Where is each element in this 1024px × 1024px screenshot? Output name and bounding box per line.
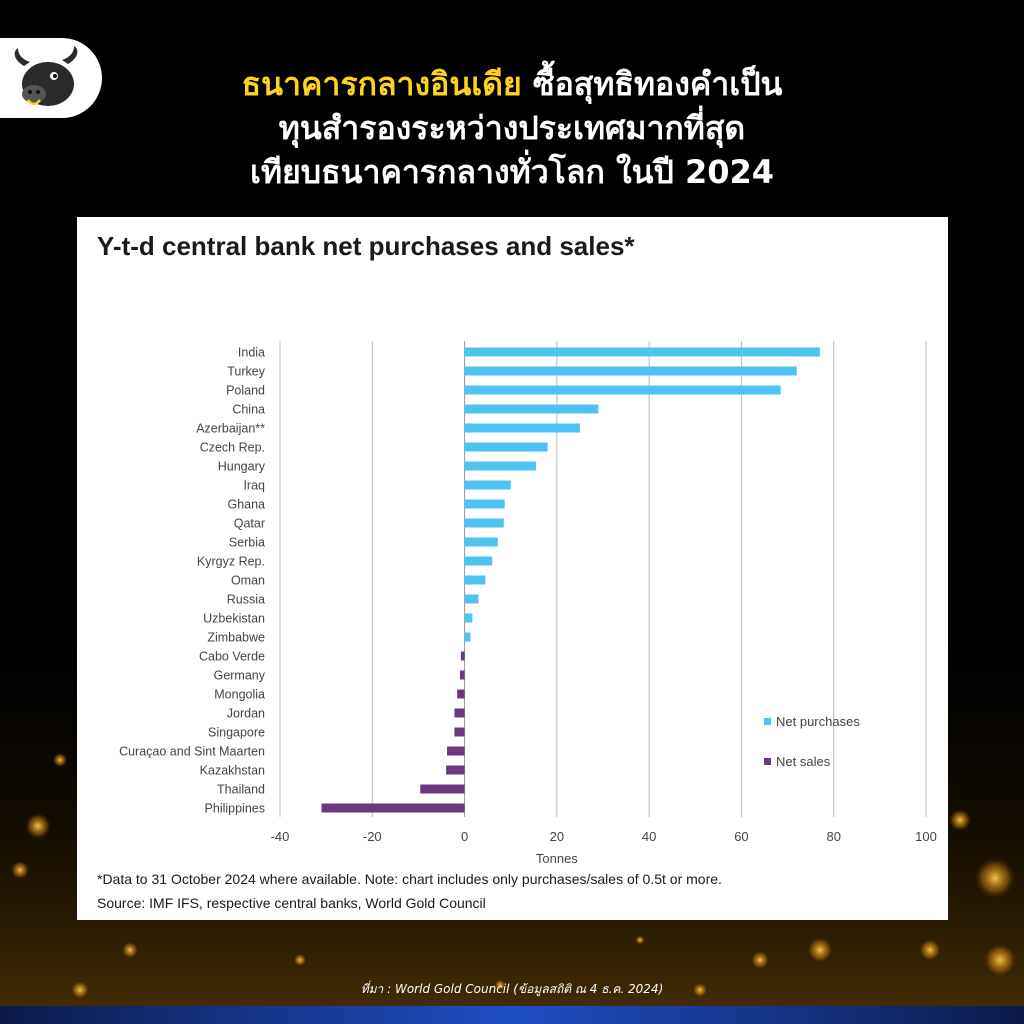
- category-label: Poland: [226, 384, 265, 398]
- bar: [459, 670, 465, 680]
- category-label: Russia: [227, 593, 265, 607]
- x-tick-label: 0: [461, 829, 468, 844]
- category-label: Philippines: [205, 802, 265, 816]
- x-axis-label: Tonnes: [536, 851, 578, 866]
- category-label: India: [238, 346, 265, 360]
- x-tick-label: 40: [642, 829, 656, 844]
- category-label: Azerbaijan**: [196, 422, 265, 436]
- x-tick-label: 100: [915, 829, 937, 844]
- bar: [464, 404, 599, 414]
- category-label: Kazakhstan: [200, 764, 265, 778]
- category-label: Qatar: [234, 517, 265, 531]
- bar: [447, 746, 465, 756]
- bar: [464, 461, 537, 471]
- category-label: Curaçao and Sint Maarten: [119, 745, 265, 759]
- x-tick-label: -20: [363, 829, 382, 844]
- bar: [454, 727, 465, 737]
- category-label: Singapore: [208, 726, 265, 740]
- category-label: Ghana: [227, 498, 265, 512]
- x-tick-label: 80: [826, 829, 840, 844]
- bar: [464, 499, 505, 509]
- bar: [464, 423, 580, 433]
- chart-footnote: *Data to 31 October 2024 where available…: [97, 871, 722, 887]
- headline-line-1: ธนาคารกลางอินเดีย ซื้อสุทธิทองคำเป็น: [150, 62, 874, 106]
- bottom-bar: [0, 1006, 1024, 1024]
- bar: [464, 518, 504, 528]
- headline-line-3: เทียบธนาคารกลางทั่วโลก ในปี 2024: [250, 153, 774, 191]
- bar: [454, 708, 465, 718]
- category-label: Germany: [214, 669, 266, 683]
- bar: [464, 385, 781, 395]
- footer-source: ที่มา : World Gold Council (ข้อมูลสถิติ …: [360, 982, 664, 996]
- bar: [464, 632, 471, 642]
- headline: ธนาคารกลางอินเดีย ซื้อสุทธิทองคำเป็น ทุน…: [150, 62, 874, 194]
- category-label: Oman: [231, 574, 265, 588]
- category-label: Zimbabwe: [207, 631, 265, 645]
- brand-logo: [0, 38, 102, 118]
- bar: [420, 784, 465, 794]
- bar: [464, 347, 820, 357]
- category-label: Cabo Verde: [199, 650, 265, 664]
- bar: [464, 537, 498, 547]
- legend-swatch: [764, 758, 771, 765]
- chart-title: Y-t-d central bank net purchases and sal…: [97, 231, 635, 261]
- bar-chart: -40 -20 0 20 40 60 80 100 Tonnes India Turkey Polan…: [119, 341, 937, 866]
- bar: [321, 803, 465, 813]
- bar: [464, 613, 473, 623]
- category-label: China: [232, 403, 265, 417]
- category-label: Iraq: [243, 479, 265, 493]
- headline-highlight: ธนาคารกลางอินเดีย: [241, 65, 522, 103]
- bar: [464, 366, 797, 376]
- category-label: Turkey: [227, 365, 265, 379]
- x-tick-label: -40: [271, 829, 290, 844]
- bar: [464, 575, 486, 585]
- bar: [457, 689, 465, 699]
- headline-line-1-rest: ซื้อสุทธิทองคำเป็น: [521, 65, 783, 103]
- bar: [460, 651, 465, 661]
- category-label: Czech Rep.: [200, 441, 265, 455]
- legend-label: Net purchases: [776, 714, 860, 729]
- bar: [464, 556, 493, 566]
- bull-icon: [14, 46, 78, 106]
- category-label: Jordan: [227, 707, 265, 721]
- headline-line-2: ทุนสำรองระหว่างประเทศมากที่สุด: [278, 109, 746, 147]
- chart-card: -40 -20 0 20 40 60 80 100 Tonnes India Turkey Polan…: [77, 217, 948, 920]
- category-label: Kyrgyz Rep.: [197, 555, 265, 569]
- bar: [464, 594, 479, 604]
- bar: [464, 442, 548, 452]
- bar: [446, 765, 465, 775]
- chart-source: Source: IMF IFS, respective central bank…: [97, 895, 486, 911]
- x-tick-label: 60: [734, 829, 748, 844]
- category-label: Thailand: [217, 783, 265, 797]
- category-label: Mongolia: [214, 688, 265, 702]
- legend-label: Net sales: [776, 754, 831, 769]
- legend-swatch: [764, 718, 771, 725]
- category-label: Uzbekistan: [203, 612, 265, 626]
- bar: [464, 480, 511, 490]
- x-tick-label: 20: [550, 829, 564, 844]
- category-label: Hungary: [218, 460, 266, 474]
- category-label: Serbia: [229, 536, 265, 550]
